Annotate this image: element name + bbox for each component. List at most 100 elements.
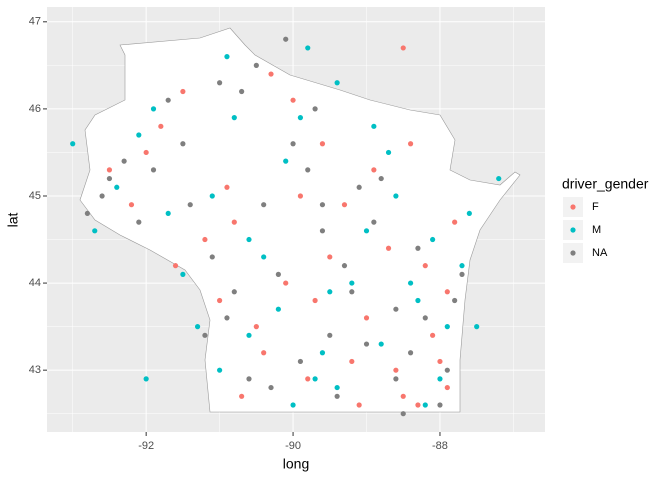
- point: [437, 402, 443, 408]
- point: [150, 167, 157, 173]
- point: [371, 123, 377, 129]
- x-tick-label: -88: [432, 440, 448, 452]
- point: [393, 193, 399, 199]
- point: [121, 158, 127, 164]
- point: [261, 202, 267, 208]
- point: [246, 376, 252, 382]
- point: [305, 167, 311, 173]
- point: [452, 297, 458, 304]
- point: [422, 315, 428, 321]
- y-tick-label: 47: [29, 16, 41, 28]
- point: [319, 141, 326, 147]
- point: [275, 306, 281, 312]
- point: [327, 289, 333, 295]
- point: [224, 184, 230, 190]
- point: [363, 228, 370, 234]
- point: [363, 341, 370, 347]
- point: [253, 324, 259, 330]
- point: [312, 106, 318, 112]
- point: [415, 245, 421, 251]
- point: [158, 123, 164, 129]
- point: [283, 280, 289, 286]
- point: [305, 45, 311, 51]
- point: [430, 236, 436, 243]
- point: [444, 384, 450, 391]
- point: [275, 271, 281, 277]
- point: [334, 80, 340, 86]
- point: [268, 71, 274, 77]
- point: [136, 219, 142, 225]
- point: [430, 332, 436, 338]
- point: [217, 297, 223, 304]
- point: [217, 80, 223, 86]
- point: [92, 228, 98, 234]
- point: [239, 88, 245, 95]
- point: [128, 202, 135, 208]
- point: [415, 402, 421, 408]
- point: [341, 202, 348, 208]
- point: [422, 402, 428, 408]
- point: [180, 88, 186, 95]
- point: [356, 184, 362, 190]
- point: [261, 254, 267, 260]
- x-tick-label: -90: [285, 440, 301, 452]
- point: [231, 289, 237, 295]
- x-tick-label: -92: [138, 440, 154, 452]
- legend-label: F: [592, 201, 599, 213]
- legend-title: driver_gender: [562, 176, 649, 192]
- point: [341, 263, 348, 269]
- point: [393, 367, 399, 373]
- point: [143, 376, 149, 382]
- point: [444, 367, 450, 373]
- points: [70, 36, 502, 417]
- point: [114, 184, 120, 190]
- legend-symbol: [570, 227, 576, 233]
- point: [356, 402, 362, 408]
- point: [246, 332, 252, 338]
- point: [297, 358, 304, 365]
- point: [400, 393, 406, 399]
- point: [400, 411, 406, 417]
- point: [319, 350, 326, 356]
- point: [334, 384, 340, 391]
- point: [224, 315, 230, 321]
- point: [444, 324, 450, 330]
- point: [187, 202, 193, 208]
- point: [319, 202, 326, 208]
- point: [70, 141, 76, 147]
- point: [349, 358, 355, 365]
- point: [422, 263, 428, 269]
- point: [378, 341, 384, 347]
- point: [407, 141, 414, 147]
- point: [172, 263, 179, 269]
- point: [334, 393, 340, 399]
- point: [106, 175, 113, 182]
- point: [136, 132, 142, 138]
- point: [268, 384, 274, 391]
- legend-symbol: [570, 250, 576, 256]
- point: [99, 193, 105, 199]
- point: [202, 332, 208, 338]
- state-outline: [79, 27, 521, 413]
- point: [283, 36, 289, 42]
- point: [407, 350, 414, 356]
- point: [231, 219, 237, 225]
- y-tick-label: 44: [29, 277, 41, 289]
- point: [209, 193, 215, 199]
- point: [290, 141, 296, 147]
- point: [327, 254, 333, 260]
- point: [349, 280, 355, 286]
- y-axis-label: lat: [5, 213, 21, 228]
- point: [261, 350, 267, 356]
- point: [106, 167, 113, 173]
- point: [297, 115, 304, 121]
- point: [371, 219, 377, 225]
- point: [437, 376, 443, 382]
- point: [253, 62, 259, 68]
- point: [466, 210, 472, 217]
- y-tick-label: 45: [29, 190, 41, 202]
- point: [312, 297, 318, 304]
- point: [297, 193, 304, 199]
- point: [246, 236, 252, 243]
